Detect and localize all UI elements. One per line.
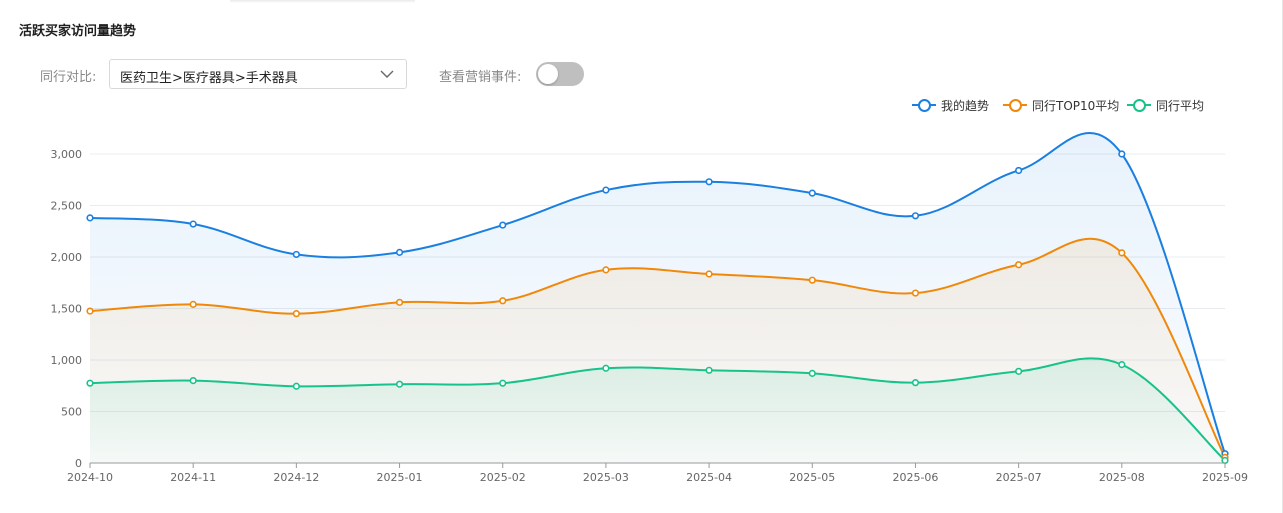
x-tick-label: 2025-06 [892,471,938,484]
x-tick-label: 2024-10 [67,471,113,484]
chevron-down-icon [380,70,394,78]
data-point[interactable] [911,379,920,387]
legend-label: 同行平均 [1156,99,1205,113]
data-point[interactable] [395,298,404,306]
toggle-knob [538,64,558,84]
x-tick-label: 2025-05 [789,471,835,484]
data-point[interactable] [499,221,507,229]
page-title: 活跃买家访问量趋势 [19,24,137,39]
data-point[interactable] [1118,249,1126,257]
data-point[interactable] [602,266,610,274]
legend-marker [918,99,931,112]
data-point[interactable] [1015,166,1023,175]
industry-compare-value: 医药卫生>医疗器具>手术器具 [120,71,298,86]
legend-marker [1133,99,1146,112]
x-tick-label: 2025-03 [583,471,629,484]
data-point[interactable] [1221,456,1229,465]
data-point[interactable] [602,364,610,372]
data-point[interactable] [395,248,404,256]
data-point[interactable] [1015,261,1023,269]
x-tick-label: 2025-04 [686,471,732,484]
marketing-event-label: 查看营销事件: [439,70,522,85]
legend-marker [1009,99,1022,112]
data-point[interactable] [1015,367,1023,375]
y-tick-label: 1,500 [51,303,83,316]
data-point[interactable] [395,380,404,388]
marketing-event-toggle[interactable] [536,62,584,86]
y-tick-label: 2,000 [51,251,83,264]
data-point[interactable] [86,307,94,315]
data-point[interactable] [499,379,507,387]
data-point[interactable] [292,382,300,390]
data-point[interactable] [189,300,197,308]
data-point[interactable] [1118,361,1126,369]
series-line-2 [89,357,1226,462]
data-point[interactable] [1118,150,1126,158]
data-point[interactable] [911,212,920,220]
y-tick-label: 0 [75,457,82,470]
legend-label: 同行TOP10平均 [1032,99,1120,113]
data-point[interactable] [705,270,713,278]
data-point[interactable] [86,379,94,387]
data-point[interactable] [292,250,300,259]
data-point[interactable] [86,214,94,222]
data-point[interactable] [602,186,610,194]
x-tick-label: 2024-11 [170,471,216,484]
data-point[interactable] [808,276,816,284]
data-point[interactable] [911,289,920,297]
legend-label: 我的趋势 [941,99,990,113]
y-tick-label: 2,500 [51,200,83,213]
y-tick-label: 3,000 [51,148,83,161]
y-tick-label: 500 [61,406,82,419]
data-point[interactable] [808,369,816,377]
x-tick-label: 2025-09 [1202,471,1248,484]
y-tick-label: 1,000 [51,354,83,367]
x-tick-label: 2025-07 [996,471,1042,484]
x-tick-label: 2025-02 [480,471,526,484]
series-area-2 [90,358,1225,463]
industry-compare-select[interactable]: 医药卫生>医疗器具>手术器具 [109,59,407,89]
x-tick-label: 2024-12 [273,471,319,484]
x-tick-label: 2025-08 [1099,471,1145,484]
data-point[interactable] [292,310,300,318]
x-tick-label: 2025-01 [377,471,423,484]
top-shadow [230,0,415,3]
data-point[interactable] [189,220,197,228]
compare-label: 同行对比: [40,70,97,85]
data-point[interactable] [705,366,713,374]
data-point[interactable] [189,377,197,385]
data-point[interactable] [808,189,816,197]
data-point[interactable] [499,297,507,305]
data-point[interactable] [705,178,713,186]
